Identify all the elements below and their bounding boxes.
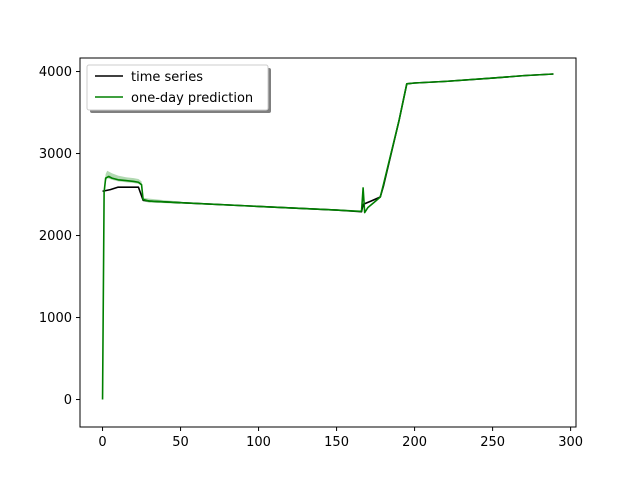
- x-tick-label: 200: [402, 435, 427, 450]
- x-tick-label: 100: [246, 435, 271, 450]
- y-tick-label: 2000: [39, 229, 72, 244]
- x-tick-label: 250: [480, 435, 505, 450]
- x-tick-label: 50: [172, 435, 189, 450]
- confidence-band-one-day-prediction: [104, 170, 181, 204]
- x-tick-label: 150: [324, 435, 349, 450]
- y-tick-label: 4000: [39, 65, 72, 80]
- y-tick-label: 1000: [39, 311, 72, 326]
- legend-box: [86, 64, 269, 111]
- x-tick-label: 0: [98, 435, 106, 450]
- y-tick-label: 3000: [39, 147, 72, 162]
- plot-frame: [79, 57, 577, 428]
- series-line-one-day-prediction: [101, 73, 554, 400]
- legend-label-one-day-prediction: one-day prediction: [131, 91, 253, 106]
- legend: time series one-day prediction: [86, 64, 271, 113]
- legend-label-time-series: time series: [131, 70, 203, 85]
- x-tick-label: 300: [558, 435, 583, 450]
- y-tick-label: 0: [64, 393, 72, 408]
- plot-area: [101, 73, 554, 400]
